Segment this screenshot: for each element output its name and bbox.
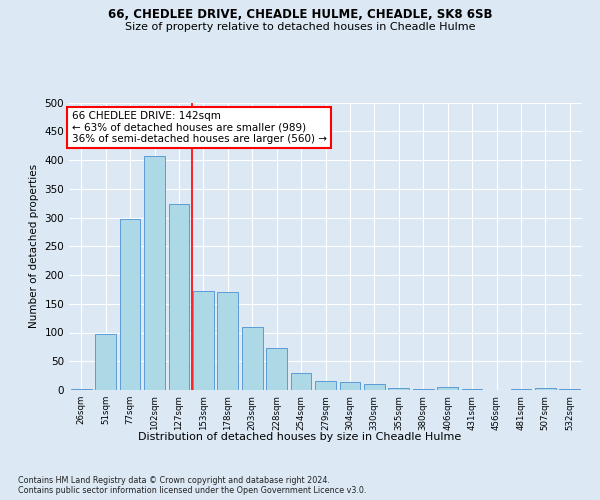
Bar [437, 387, 458, 390]
Text: Size of property relative to detached houses in Cheadle Hulme: Size of property relative to detached ho… [125, 22, 475, 32]
Bar [340, 382, 361, 390]
Bar [217, 292, 238, 390]
Bar [119, 218, 140, 390]
Text: 66 CHEDLEE DRIVE: 142sqm
← 63% of detached houses are smaller (989)
36% of semi-: 66 CHEDLEE DRIVE: 142sqm ← 63% of detach… [71, 111, 326, 144]
Bar [290, 373, 311, 390]
Text: 66, CHEDLEE DRIVE, CHEADLE HULME, CHEADLE, SK8 6SB: 66, CHEDLEE DRIVE, CHEADLE HULME, CHEADL… [108, 8, 492, 20]
Bar [315, 381, 336, 390]
Bar [266, 348, 287, 390]
Bar [413, 389, 434, 390]
Bar [95, 334, 116, 390]
Bar [71, 389, 92, 390]
Text: Contains HM Land Registry data © Crown copyright and database right 2024.
Contai: Contains HM Land Registry data © Crown c… [18, 476, 367, 495]
Bar [388, 388, 409, 390]
Bar [364, 384, 385, 390]
Y-axis label: Number of detached properties: Number of detached properties [29, 164, 39, 328]
Bar [242, 327, 263, 390]
Bar [169, 204, 190, 390]
Bar [535, 388, 556, 390]
Text: Distribution of detached houses by size in Cheadle Hulme: Distribution of detached houses by size … [139, 432, 461, 442]
Bar [193, 291, 214, 390]
Bar [559, 389, 580, 390]
Bar [144, 156, 165, 390]
